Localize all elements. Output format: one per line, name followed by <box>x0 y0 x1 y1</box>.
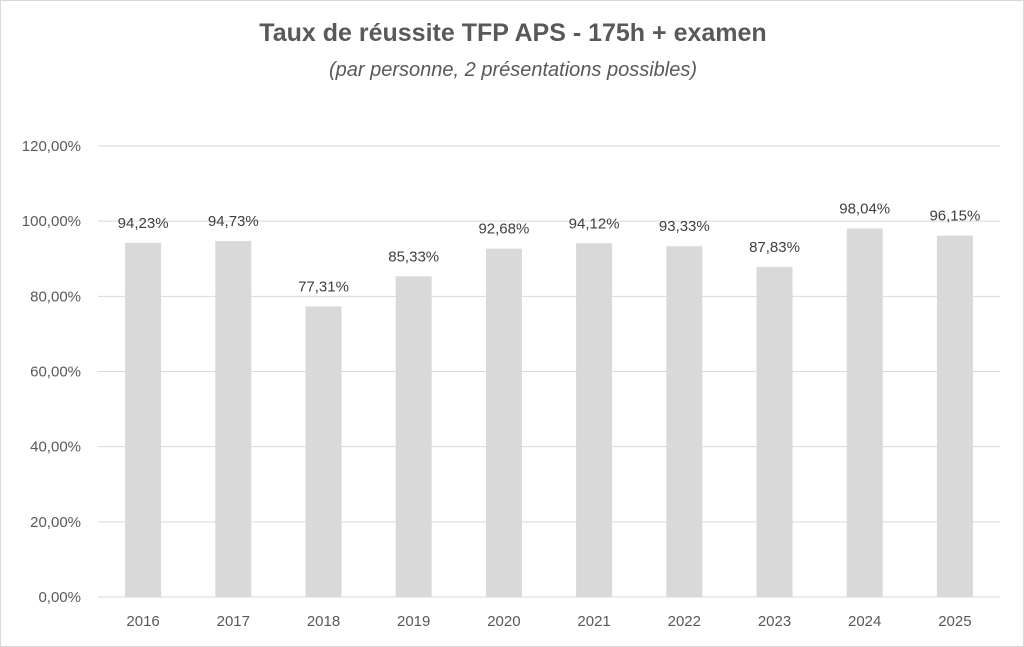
bar-2024 <box>846 228 883 597</box>
data-label: 94,73% <box>208 213 259 230</box>
data-label: 94,23% <box>118 215 169 232</box>
x-tick-label: 2023 <box>758 613 791 630</box>
x-tick-label: 2020 <box>487 613 520 630</box>
chart-subtitle: (par personne, 2 présentations possibles… <box>329 59 697 81</box>
bar-2021 <box>576 243 613 597</box>
x-tick-label: 2025 <box>938 613 971 630</box>
x-tick-label: 2019 <box>397 613 430 630</box>
x-tick-label: 2021 <box>577 613 610 630</box>
bar-2019 <box>395 276 432 597</box>
data-label: 94,12% <box>569 215 620 232</box>
x-tick-label: 2016 <box>126 613 159 630</box>
data-labels: 94,23% 94,73% 77,31% 85,33% 92,68% 94,12% 93,3… <box>118 201 981 296</box>
y-tick-label: 100,00% <box>22 213 81 230</box>
x-axis-tick-labels: 2016 2017 2018 2019 2020 2021 2022 2023 2024 2025 <box>126 613 971 630</box>
x-tick-label: 2018 <box>307 613 340 630</box>
bar-2022 <box>666 246 703 598</box>
data-label: 92,68% <box>478 221 529 238</box>
chart-title: Taux de réussite TFP APS - 175h + examen <box>259 19 767 47</box>
x-tick-label: 2024 <box>848 613 881 630</box>
bar-2020 <box>485 248 522 597</box>
data-label: 87,83% <box>749 239 800 256</box>
data-label: 98,04% <box>839 201 890 218</box>
y-tick-label: 20,00% <box>30 514 81 531</box>
data-label: 96,15% <box>929 208 980 225</box>
bar-2016 <box>125 242 162 598</box>
bar-2017 <box>215 240 252 597</box>
y-tick-label: 40,00% <box>30 439 81 456</box>
x-tick-label: 2017 <box>217 613 250 630</box>
data-label: 93,33% <box>659 218 710 235</box>
y-axis-tick-labels: 0,00% 20,00% 40,00% 60,00% 80,00% 100,00% 120,… <box>22 138 81 606</box>
data-label: 77,31% <box>298 278 349 295</box>
data-label: 85,33% <box>388 248 439 265</box>
bar-2025 <box>936 235 973 598</box>
y-tick-label: 0,00% <box>38 589 81 606</box>
y-tick-label: 60,00% <box>30 364 81 381</box>
bar-2018 <box>305 306 342 597</box>
x-tick-label: 2022 <box>668 613 701 630</box>
y-tick-label: 80,00% <box>30 288 81 305</box>
y-tick-label: 120,00% <box>22 138 81 155</box>
bars <box>125 228 973 598</box>
bar-2023 <box>756 266 793 597</box>
